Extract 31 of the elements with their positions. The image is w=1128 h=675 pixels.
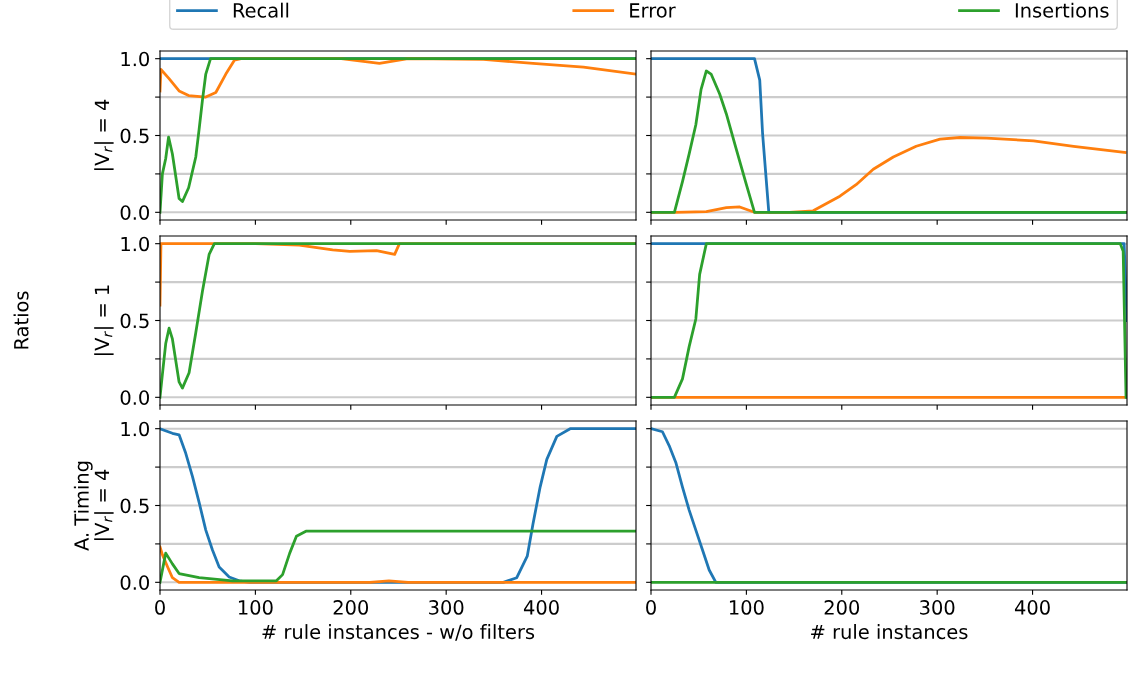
- line-series: [160, 545, 636, 584]
- x-tick-label: 300: [920, 600, 955, 615]
- y-tick-label: 0.0: [120, 390, 149, 405]
- x-tick-label: 0: [646, 600, 656, 615]
- y-tick-label: 0.5: [120, 313, 149, 329]
- y-axis-title: |V$_{r}$| = 4: [94, 99, 114, 170]
- y-tick-label: 0.5: [120, 128, 149, 144]
- y-tick-label: 1.0: [121, 236, 149, 252]
- x-tick-label: 200: [333, 600, 369, 615]
- y-tick-label: 0.0: [120, 575, 149, 590]
- y-axis-title: |V$_{r}$| = 1: [94, 285, 114, 355]
- x-tick-label: 0: [155, 600, 165, 615]
- x-tick-label: 400: [1014, 600, 1050, 615]
- legend-label: Recall: [233, 2, 289, 18]
- y-tick-label: 1.0: [121, 51, 149, 67]
- x-tick-label: 100: [729, 600, 764, 615]
- x-tick-label: 300: [429, 600, 464, 615]
- line-series: [160, 242, 636, 399]
- x-tick-label: 200: [824, 600, 860, 615]
- y-tick-label: 0.0: [120, 205, 149, 220]
- y-tick-label: 1.0: [121, 421, 149, 437]
- x-axis-title: # rule instances - w/o filters: [262, 624, 535, 641]
- x-tick-label: 400: [523, 600, 559, 615]
- x-tick-label: 100: [238, 600, 273, 615]
- line-series: [160, 529, 636, 584]
- y-axis-title: A. Timing |V$_{r}$| = 4: [73, 461, 114, 551]
- y-tick-label: 0.5: [120, 498, 149, 514]
- legend-label: Insertions: [1015, 2, 1109, 18]
- text: Ratios: [13, 291, 29, 349]
- x-axis-title: # rule instances: [811, 624, 968, 640]
- legend-label: Error: [630, 3, 676, 18]
